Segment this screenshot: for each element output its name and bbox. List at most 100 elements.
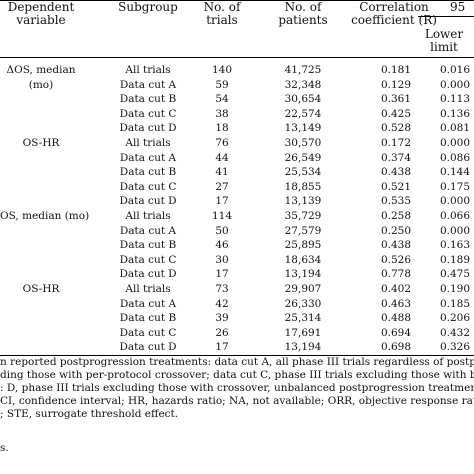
- cell-no-of-trials: 26: [215, 326, 229, 339]
- cell-correlation-coefficient: 0.528: [380, 122, 412, 135]
- cell-subgroup: Data cut D: [119, 268, 177, 281]
- cell-lower-limit: 0.000: [439, 137, 470, 149]
- cell-no-of-patients: 41,725: [284, 64, 322, 76]
- header-bottom-rule: [0, 57, 474, 58]
- cell-lower-limit: 0.113: [439, 93, 470, 106]
- cell-no-of-patients: 22,574: [284, 107, 322, 120]
- cell-no-of-trials: 17: [215, 268, 229, 281]
- cell-no-of-trials: 17: [215, 195, 229, 208]
- header-dependent-line2: variable: [16, 13, 66, 27]
- cell-no-of-trials: 18: [215, 122, 229, 135]
- cell-correlation-coefficient: 0.521: [380, 180, 412, 193]
- cell-subgroup: Data cut C: [119, 107, 177, 120]
- cell-correlation-coefficient: 0.698: [380, 341, 412, 354]
- cell-no-of-patients: 25,895: [284, 239, 322, 252]
- header-dependent-variable: Dependent variable: [0, 1, 82, 27]
- cell-dependent-variable: OS-HR: [22, 283, 60, 295]
- cell-no-of-trials: 44: [215, 151, 229, 164]
- footnote-line: ding those with per-protocol crossover; …: [0, 369, 474, 381]
- cell-lower-limit: 0.185: [439, 297, 470, 310]
- footnote-line: ; STE, surrogate threshold effect.: [0, 408, 179, 420]
- cell-correlation-coefficient: 0.402: [380, 283, 412, 295]
- ci-subheader-rule: [418, 16, 474, 17]
- cell-no-of-trials: 46: [215, 239, 229, 252]
- cell-no-of-patients: 30,570: [284, 137, 322, 149]
- cell-lower-limit: 0.189: [439, 253, 470, 266]
- cell-no-of-trials: 30: [215, 253, 229, 266]
- cell-no-of-trials: 38: [215, 107, 229, 120]
- header-patients-line1: No. of: [284, 0, 322, 14]
- cell-subgroup: Data cut B: [119, 93, 177, 106]
- cell-correlation-coefficient: 0.535: [380, 195, 412, 208]
- header-correlation-coefficient: Correlation coefficient (R): [342, 1, 446, 27]
- cell-subgroup: Data cut A: [119, 78, 177, 91]
- cell-no-of-trials: 39: [215, 312, 229, 325]
- cell-dependent-variable: OS-HR: [22, 137, 60, 149]
- cell-no-of-patients: 17,691: [284, 326, 322, 339]
- cell-lower-limit: 0.081: [439, 122, 470, 135]
- cell-correlation-coefficient: 0.425: [380, 107, 412, 120]
- cell-no-of-patients: 13,194: [284, 341, 322, 354]
- header-trials-line2: trials: [206, 13, 238, 27]
- cell-correlation-coefficient: 0.181: [380, 64, 412, 76]
- cell-no-of-trials: 54: [215, 93, 229, 106]
- header-no-of-trials: No. of trials: [190, 1, 254, 27]
- cell-no-of-patients: 29,907: [284, 283, 322, 295]
- cell-no-of-patients: 13,194: [284, 268, 322, 281]
- cell-correlation-coefficient: 0.438: [380, 239, 412, 252]
- header-subgroup-label: Subgroup: [118, 0, 178, 14]
- cell-no-of-trials: 59: [215, 78, 229, 91]
- cell-subgroup: Data cut A: [119, 297, 177, 310]
- cell-subgroup: All trials: [125, 283, 171, 295]
- cell-correlation-coefficient: 0.258: [380, 210, 412, 222]
- cell-lower-limit: 0.206: [439, 312, 470, 325]
- cell-no-of-patients: 35,729: [284, 210, 322, 222]
- cell-lower-limit: 0.144: [439, 166, 470, 179]
- header-lower-line2: limit: [430, 40, 458, 54]
- cell-correlation-coefficient: 0.694: [380, 326, 412, 339]
- header-lower-line1: Lower: [424, 27, 464, 41]
- cell-no-of-patients: 26,549: [284, 151, 322, 164]
- cell-subgroup: Data cut C: [119, 180, 177, 193]
- cell-correlation-coefficient: 0.488: [380, 312, 412, 325]
- cell-no-of-patients: 26,330: [284, 297, 322, 310]
- cell-no-of-patients: 13,139: [284, 195, 322, 208]
- cell-subgroup: Data cut C: [119, 326, 177, 339]
- cell-correlation-coefficient: 0.361: [380, 93, 412, 106]
- cell-subgroup: All trials: [125, 137, 171, 149]
- cell-correlation-coefficient: 0.438: [380, 166, 412, 179]
- footnote-line: n reported postprogression treatments: d…: [0, 356, 474, 368]
- cell-lower-limit: 0.163: [439, 239, 470, 252]
- cell-no-of-trials: 17: [215, 341, 229, 354]
- cell-lower-limit: 0.066: [439, 210, 470, 222]
- cell-dependent-variable: (mo): [28, 78, 54, 91]
- footnote-line: CI, confidence interval; HR, hazards rat…: [0, 395, 474, 407]
- header-subgroup: Subgroup: [108, 1, 188, 14]
- header-correlation-line2: coefficient (R): [351, 13, 437, 27]
- cell-subgroup: Data cut B: [119, 166, 177, 179]
- cell-subgroup: Data cut D: [119, 122, 177, 135]
- cell-subgroup: Data cut B: [119, 312, 177, 325]
- cell-subgroup: Data cut A: [119, 151, 177, 164]
- cell-no-of-trials: 140: [211, 64, 233, 76]
- footnote-line: : D, phase III trials excluding those wi…: [0, 382, 474, 394]
- table-bottom-rule: [0, 355, 474, 356]
- cell-dependent-variable: OS, median (mo): [0, 210, 90, 222]
- cell-no-of-patients: 18,634: [284, 253, 322, 266]
- cell-subgroup: All trials: [125, 210, 171, 222]
- cell-correlation-coefficient: 0.129: [380, 78, 412, 91]
- header-dependent-line1: Dependent: [7, 0, 75, 14]
- cell-correlation-coefficient: 0.172: [380, 137, 412, 149]
- cell-no-of-trials: 50: [215, 224, 229, 237]
- header-trials-line1: No. of: [203, 0, 241, 14]
- cell-no-of-patients: 18,855: [284, 180, 322, 193]
- cell-no-of-patients: 32,348: [284, 78, 322, 91]
- cell-lower-limit: 0.175: [439, 180, 470, 193]
- cell-no-of-patients: 25,314: [284, 312, 322, 325]
- cell-no-of-patients: 13,149: [284, 122, 322, 135]
- cell-no-of-trials: 73: [215, 283, 229, 295]
- cell-lower-limit: 0.086: [439, 151, 470, 164]
- cell-no-of-trials: 27: [215, 180, 229, 193]
- cell-no-of-patients: 30,654: [284, 93, 322, 106]
